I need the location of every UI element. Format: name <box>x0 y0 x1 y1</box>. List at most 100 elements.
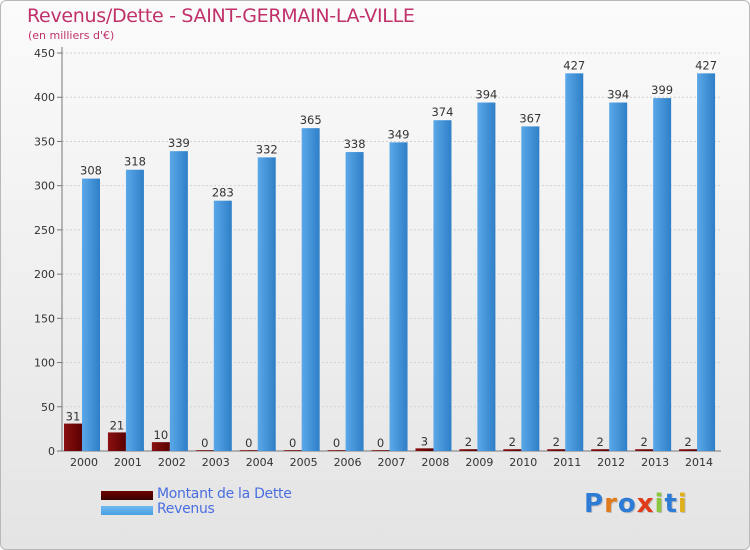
y-tick-label: 50 <box>41 401 55 414</box>
debt-value-label: 2 <box>684 435 691 449</box>
revenue-bar <box>433 120 452 452</box>
debt-bar <box>415 448 434 451</box>
x-tick-label: 2005 <box>290 456 318 469</box>
revenue-bar <box>565 73 584 451</box>
logo-letter: P <box>584 489 605 519</box>
x-tick-label: 2011 <box>553 456 581 469</box>
x-tick-label: 2001 <box>114 456 142 469</box>
x-tick-label: 2010 <box>509 456 537 469</box>
legend-label-revenue: Revenus <box>157 501 215 517</box>
debt-bar <box>327 450 346 451</box>
revenue-bar <box>345 152 364 451</box>
revenue-value-label: 308 <box>80 164 102 178</box>
debt-bar <box>459 449 478 451</box>
revenue-value-label: 365 <box>300 113 322 127</box>
revenue-value-label: 332 <box>256 142 278 156</box>
revenue-bar <box>521 126 540 452</box>
debt-bar <box>503 449 522 451</box>
debt-bar <box>635 449 654 451</box>
revenue-value-label: 338 <box>344 137 366 151</box>
y-tick-label: 350 <box>34 135 55 148</box>
debt-bar <box>591 449 610 451</box>
debt-value-label: 2 <box>597 435 604 449</box>
y-tick-label: 100 <box>34 357 55 370</box>
logo-letter: i <box>654 489 665 519</box>
debt-value-label: 2 <box>640 435 647 449</box>
revenue-value-label: 427 <box>695 58 717 72</box>
x-tick-label: 2006 <box>334 456 362 469</box>
debt-value-label: 2 <box>553 435 560 449</box>
debt-bar <box>151 442 170 451</box>
debt-bar <box>107 432 126 451</box>
x-tick-label: 2012 <box>597 456 625 469</box>
y-tick-label: 250 <box>34 224 55 237</box>
x-tick-label: 2004 <box>246 456 274 469</box>
debt-bar <box>64 423 82 451</box>
debt-value-label: 3 <box>421 434 428 448</box>
logo-letter: r <box>604 489 618 519</box>
revenue-value-label: 367 <box>519 111 541 125</box>
revenue-bar <box>697 73 716 451</box>
logo-letter: x <box>636 489 655 519</box>
x-tick-label: 2014 <box>685 456 713 469</box>
debt-bar <box>283 450 302 451</box>
debt-bar <box>679 449 698 451</box>
logo-letter: i <box>677 489 688 519</box>
revenue-value-label: 349 <box>388 127 410 141</box>
revenue-value-label: 318 <box>124 155 146 169</box>
debt-value-label: 2 <box>465 435 472 449</box>
debt-value-label: 10 <box>154 428 169 442</box>
y-tick-label: 150 <box>34 312 55 325</box>
x-tick-label: 2003 <box>202 456 230 469</box>
revenue-bar <box>609 102 628 451</box>
debt-value-label: 0 <box>377 436 384 450</box>
revenue-value-label: 394 <box>607 88 629 102</box>
logo-letter: t <box>664 489 678 519</box>
y-tick-label: 200 <box>34 268 55 281</box>
revenue-bar <box>653 98 672 452</box>
revenue-bar <box>125 169 144 451</box>
chart-subtitle: (en milliers d'€) <box>28 29 115 42</box>
debt-value-label: 0 <box>289 436 296 450</box>
y-tick-label: 300 <box>34 180 55 193</box>
proxiti-logo: Proxiti <box>584 489 688 519</box>
x-tick-label: 2000 <box>70 456 98 469</box>
revenue-bar <box>301 128 320 451</box>
logo-letter: o <box>617 489 637 519</box>
debt-bar <box>371 450 390 451</box>
revenue-value-label: 399 <box>651 83 673 97</box>
revenue-bar <box>82 178 100 451</box>
revenue-bar <box>213 200 232 451</box>
revenue-bar <box>389 142 408 451</box>
revenue-value-label: 339 <box>168 136 190 150</box>
revenue-bar <box>477 102 496 451</box>
chart-title: Revenus/Dette - SAINT-GERMAIN-LA-VILLE <box>27 5 415 27</box>
revenue-bar <box>257 157 276 451</box>
x-tick-label: 2002 <box>158 456 186 469</box>
debt-value-label: 0 <box>201 436 208 450</box>
x-tick-label: 2007 <box>378 456 406 469</box>
x-tick-label: 2013 <box>641 456 669 469</box>
y-tick-label: 400 <box>34 91 55 104</box>
debt-value-label: 31 <box>66 410 81 424</box>
legend-swatch-debt <box>101 491 153 500</box>
y-tick-label: 450 <box>34 47 55 60</box>
legend-label-debt: Montant de la Dette <box>157 486 292 502</box>
revenue-value-label: 283 <box>212 186 234 200</box>
legend-swatch-revenue <box>101 506 153 515</box>
revenue-value-label: 374 <box>431 105 453 119</box>
revenue-value-label: 394 <box>475 88 497 102</box>
y-tick-label: 0 <box>48 445 55 458</box>
x-tick-label: 2009 <box>465 456 493 469</box>
revenue-value-label: 427 <box>563 58 585 72</box>
debt-bar <box>547 449 566 451</box>
debt-bar <box>239 450 258 451</box>
debt-value-label: 2 <box>509 435 516 449</box>
debt-value-label: 21 <box>110 418 125 432</box>
revenue-bar <box>169 151 188 451</box>
debt-value-label: 0 <box>333 436 340 450</box>
debt-value-label: 0 <box>245 436 252 450</box>
x-tick-label: 2008 <box>421 456 449 469</box>
